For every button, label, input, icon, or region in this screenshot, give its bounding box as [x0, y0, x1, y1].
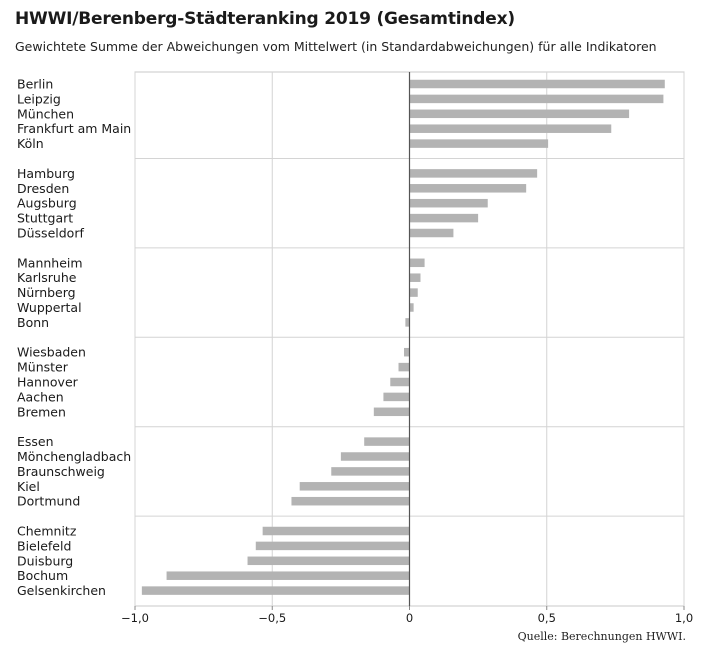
category-label: Dresden: [17, 181, 69, 196]
category-label: Chemnitz: [17, 524, 77, 539]
bar: [398, 362, 410, 372]
bar: [340, 452, 410, 461]
bar: [409, 169, 538, 178]
category-label: Gelsenkirchen: [17, 583, 106, 598]
category-label: Augsburg: [17, 196, 77, 211]
category-label: Münster: [17, 360, 69, 375]
bar: [409, 79, 665, 89]
chart-title: HWWI/Berenberg-Städteranking 2019 (Gesam…: [15, 9, 515, 29]
bar: [409, 198, 488, 208]
x-tick-label: 1,0: [675, 611, 693, 625]
bar: [409, 213, 479, 223]
bar: [409, 139, 549, 148]
category-label: Hamburg: [17, 166, 75, 181]
bar: [299, 482, 410, 491]
category-label: Essen: [17, 434, 54, 449]
x-tick-label: 0: [406, 611, 413, 625]
x-tick-label: −1,0: [121, 611, 149, 625]
category-label: Hannover: [17, 375, 79, 390]
category-label: Wiesbaden: [17, 345, 86, 360]
bar: [262, 526, 410, 536]
bar: [405, 318, 410, 327]
category-label: Bielefeld: [17, 538, 71, 553]
category-label: Berlin: [17, 77, 53, 92]
x-tick-label: −0,5: [258, 611, 286, 625]
bar: [373, 407, 410, 417]
source-note: Quelle: Berechnungen HWWI.: [517, 630, 686, 643]
bar: [364, 437, 410, 446]
bar: [409, 288, 418, 297]
category-label: Bonn: [17, 315, 49, 330]
category-label: Köln: [17, 136, 44, 151]
bar: [331, 467, 410, 476]
category-label: Duisburg: [17, 553, 73, 568]
category-label: Aachen: [17, 389, 64, 404]
bar: [409, 273, 421, 282]
category-label: Mannheim: [17, 255, 83, 270]
bar: [390, 377, 410, 387]
category-label: Nürnberg: [17, 285, 76, 300]
bar: [409, 303, 414, 312]
category-label: Leipzig: [17, 91, 61, 106]
category-label: Frankfurt am Main: [17, 121, 131, 136]
category-label: Kiel: [17, 479, 40, 494]
chart-subtitle: Gewichtete Summe der Abweichungen vom Mi…: [15, 39, 657, 54]
bar: [409, 109, 630, 119]
bar: [409, 228, 454, 238]
bar: [409, 124, 612, 133]
bar: [166, 571, 410, 580]
category-label: Düsseldorf: [17, 226, 84, 241]
category-label: Karlsruhe: [17, 270, 77, 285]
category-label: Wuppertal: [17, 300, 82, 315]
category-label: Bremen: [17, 404, 66, 419]
bar: [409, 94, 664, 104]
category-label: Bochum: [17, 568, 68, 583]
x-tick-label: 0,5: [538, 611, 556, 625]
bar: [247, 556, 410, 566]
category-label: Stuttgart: [17, 211, 73, 226]
bar: [409, 258, 425, 268]
category-label: Braunschweig: [17, 464, 105, 479]
bar: [255, 541, 410, 551]
category-label: München: [17, 106, 74, 121]
bar: [291, 496, 410, 506]
bar: [404, 347, 410, 357]
category-label: Mönchengladbach: [17, 449, 131, 464]
bar: [409, 184, 527, 193]
bar: [141, 586, 410, 595]
category-label: Dortmund: [17, 494, 80, 509]
bar: [383, 392, 410, 402]
